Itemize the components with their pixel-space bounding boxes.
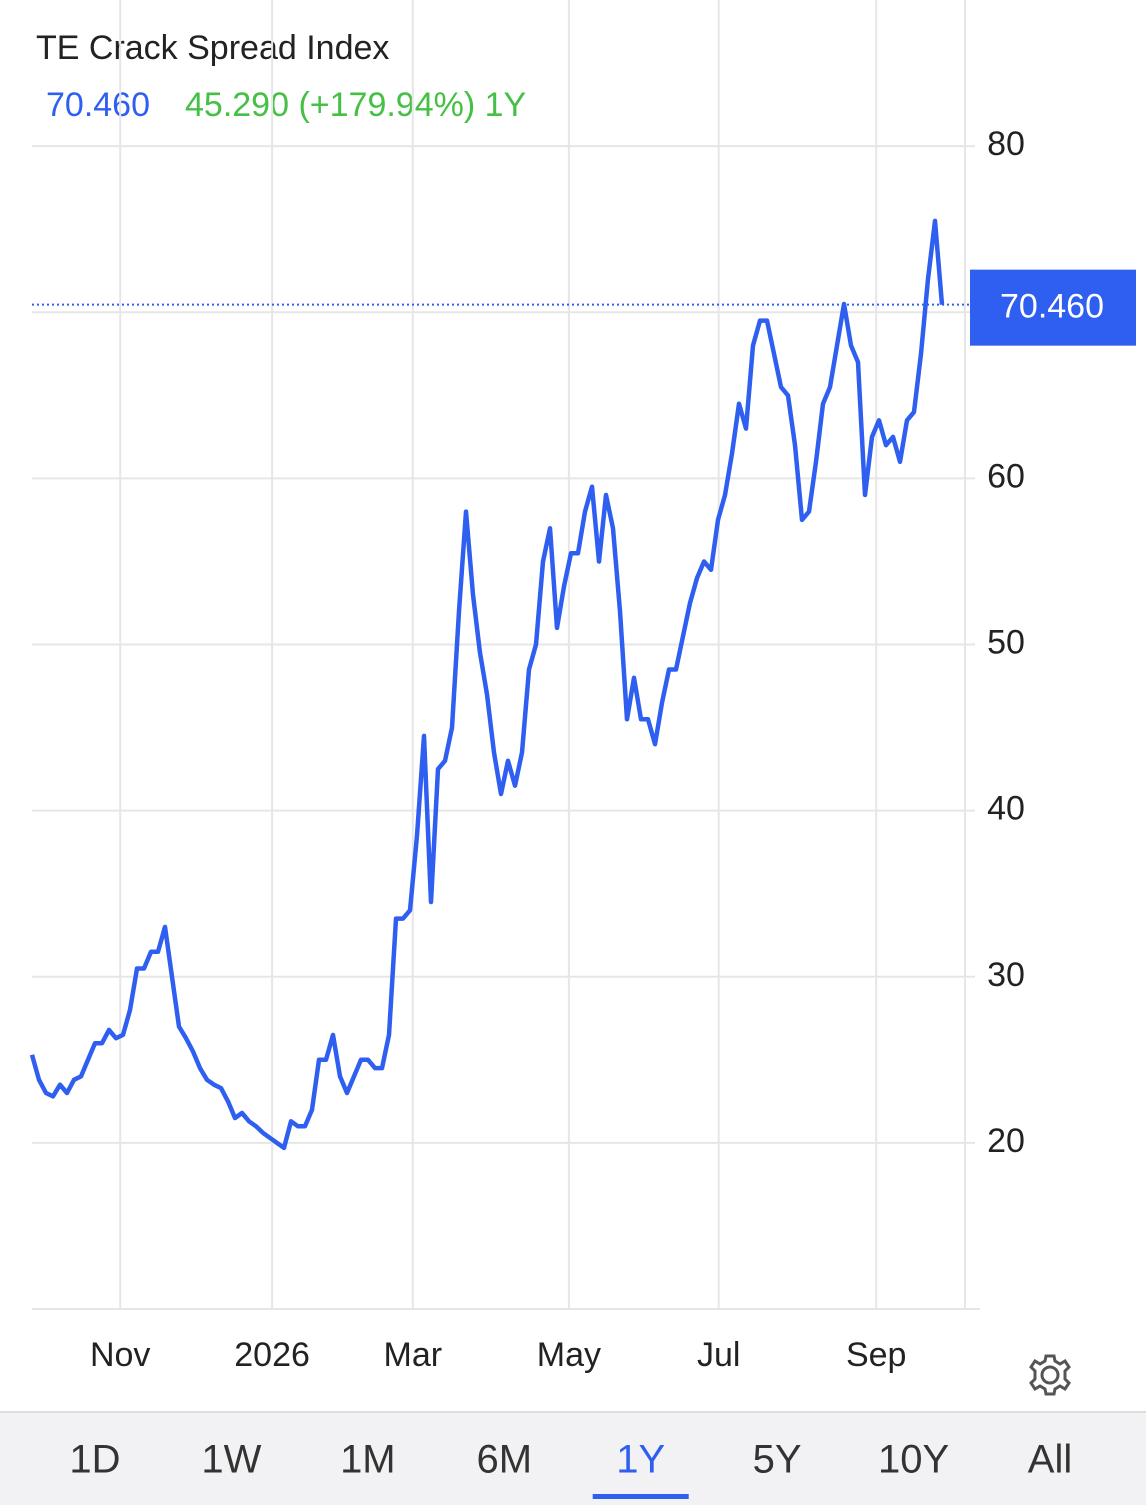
range-button[interactable]: 5Y (753, 1438, 802, 1482)
current-value-tag (970, 269, 1136, 346)
change-value: 45.290 (185, 86, 289, 124)
chart-title: TE Crack Spread Index (36, 29, 389, 67)
y-tick-label: 40 (987, 790, 1025, 828)
range-button[interactable]: 1D (69, 1438, 120, 1482)
range-button[interactable]: 1W (201, 1438, 261, 1482)
range-selected-indicator (592, 1494, 689, 1499)
x-tick-label: Mar (384, 1336, 443, 1374)
settings-icon[interactable] (1029, 1354, 1071, 1396)
range-button[interactable]: All (1028, 1438, 1072, 1482)
range-button[interactable]: 1Y (616, 1438, 665, 1482)
range-button[interactable]: 10Y (878, 1438, 949, 1482)
current-value-tag-label: 70.460 (1000, 288, 1104, 326)
range-button[interactable]: 6M (476, 1438, 532, 1482)
y-tick-label: 50 (987, 624, 1025, 662)
x-tick-label: 2026 (234, 1336, 310, 1374)
y-tick-label: 60 (987, 457, 1025, 495)
range-button[interactable]: 1M (340, 1438, 396, 1482)
current-value: 70.460 (46, 86, 150, 124)
x-tick-label: Jul (697, 1336, 740, 1374)
data-line (29, 218, 945, 1151)
x-tick-label: May (537, 1336, 601, 1374)
y-tick-label: 30 (987, 956, 1025, 994)
period: 1Y (485, 86, 527, 124)
y-tick-label: 20 (987, 1122, 1025, 1160)
range-bar (0, 1412, 1146, 1505)
change-percent: (+179.94%) (298, 86, 475, 124)
x-tick-label: Nov (90, 1336, 150, 1374)
y-tick-label: 80 (987, 125, 1025, 163)
change: 45.290 (+179.94%) 1Y (185, 86, 526, 124)
x-tick-label: Sep (846, 1336, 907, 1374)
